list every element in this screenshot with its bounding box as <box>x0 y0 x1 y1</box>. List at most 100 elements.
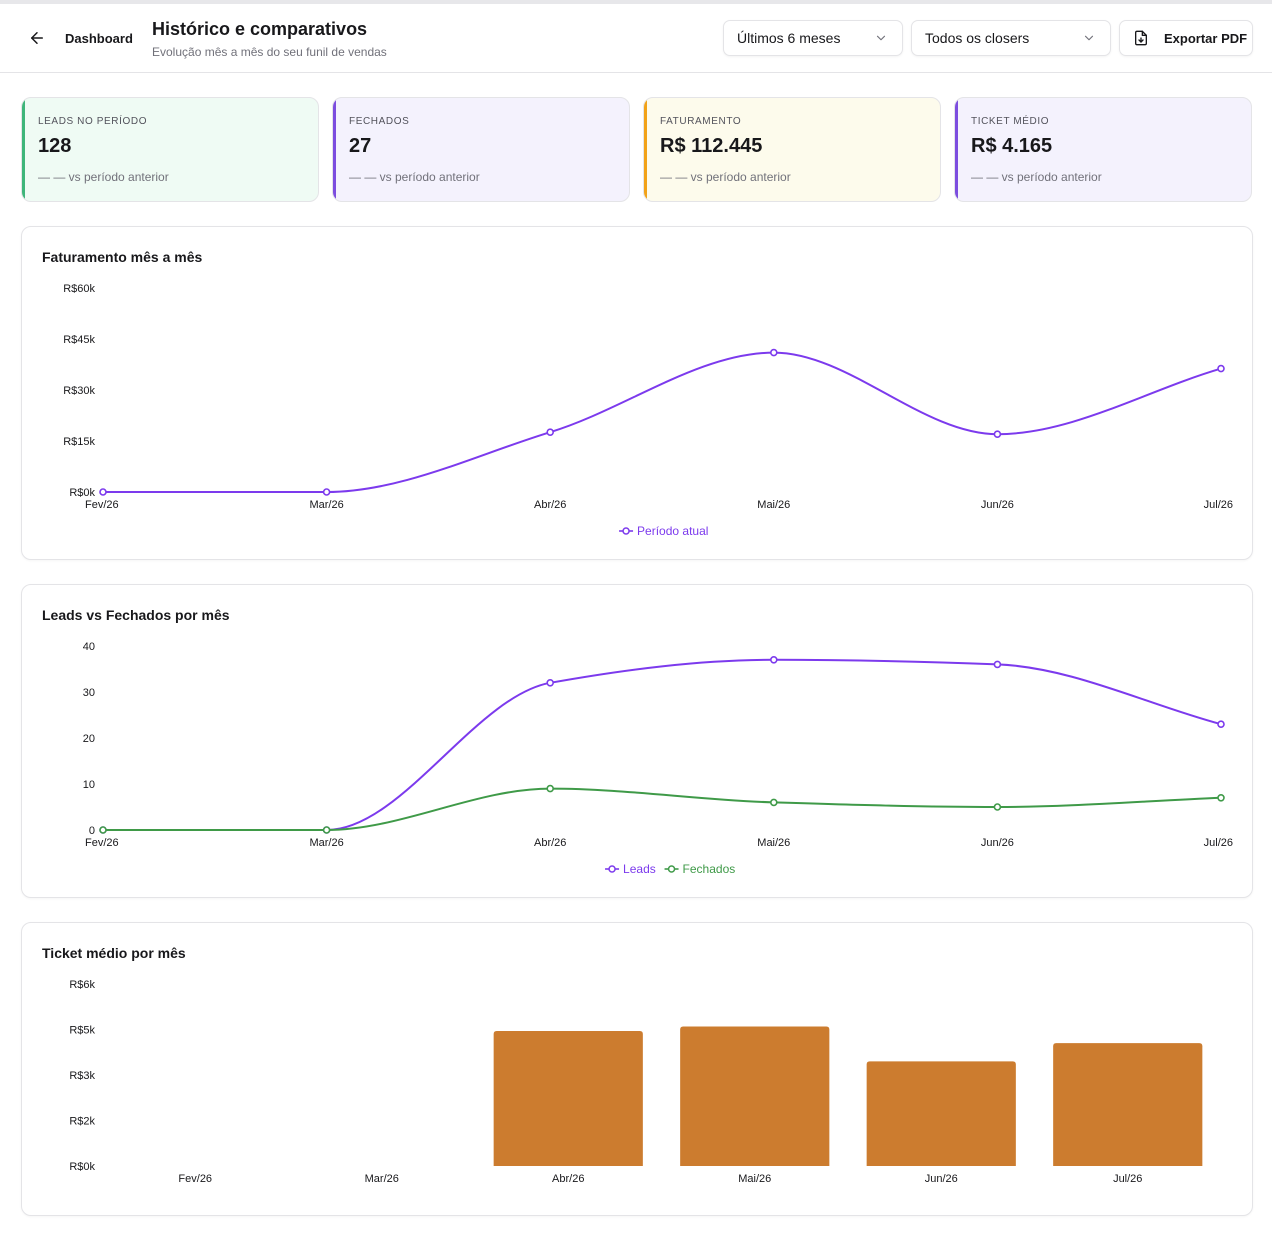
series-line <box>102 351 1222 494</box>
data-point[interactable] <box>1217 364 1225 373</box>
x-tick-label: Abr/26 <box>552 1173 584 1185</box>
y-tick-label: 0 <box>89 825 95 837</box>
kpi-value: R$ 4.165 <box>971 135 1053 157</box>
x-tick-label: Mai/26 <box>757 837 790 849</box>
series-line <box>103 658 1222 831</box>
x-tick-label: Fev/26 <box>178 1173 212 1185</box>
data-point[interactable] <box>769 656 778 664</box>
back-button[interactable]: Dashboard <box>28 26 133 50</box>
x-tick-label: Mar/26 <box>309 499 343 511</box>
bar[interactable] <box>493 1031 643 1166</box>
data-point[interactable] <box>769 348 778 357</box>
kpi-accent-bar <box>333 98 336 201</box>
kpi-label: FECHADOS <box>349 116 410 127</box>
bar[interactable] <box>866 1061 1016 1166</box>
file-download-icon <box>1135 30 1147 46</box>
legend-label: Leads <box>623 862 656 876</box>
kpi-delta: — — vs período anterior <box>660 170 791 184</box>
kpi-value: R$ 112.445 <box>660 135 763 157</box>
y-tick-label: R$5k <box>69 1025 95 1037</box>
data-point[interactable] <box>99 826 107 834</box>
x-tick-label: Mar/26 <box>365 1173 399 1185</box>
y-tick-label: 30 <box>83 687 95 699</box>
kpi-card-leads: LEADS NO PERÍODO 128 — — vs período ante… <box>21 97 319 202</box>
bar[interactable] <box>680 1026 830 1166</box>
kpi-label: TICKET MÉDIO <box>971 116 1050 127</box>
x-tick-label: Fev/26 <box>85 499 119 511</box>
page-title: Histórico e comparativos <box>152 19 368 39</box>
kpi-value: 128 <box>38 135 72 157</box>
data-point[interactable] <box>99 488 107 496</box>
chevron-down-icon <box>1084 35 1094 41</box>
bar[interactable] <box>1053 1043 1203 1166</box>
data-point[interactable] <box>546 428 555 436</box>
kpi-label: FATURAMENTO <box>660 116 742 127</box>
export-pdf-label: Exportar PDF <box>1164 30 1248 46</box>
export-pdf-button[interactable]: Exportar PDF <box>1119 20 1253 56</box>
period-select-value: Últimos 6 meses <box>737 30 841 46</box>
arrow-left-icon <box>31 32 43 44</box>
legend-item[interactable]: Fechados <box>664 862 736 876</box>
y-tick-label: R$6k <box>69 979 95 991</box>
y-tick-label: 20 <box>83 733 95 745</box>
kpi-accent-bar <box>955 98 958 201</box>
chart-title: Leads vs Fechados por mês <box>42 607 230 623</box>
kpi-value: 27 <box>349 135 372 157</box>
kpi-label: LEADS NO PERÍODO <box>38 116 148 127</box>
x-tick-label: Jul/26 <box>1204 499 1233 511</box>
page-subtitle: Evolução mês a mês do seu funil de venda… <box>152 45 387 59</box>
data-point[interactable] <box>546 679 555 687</box>
x-tick-label: Mar/26 <box>309 837 343 849</box>
x-tick-label: Mai/26 <box>738 1173 771 1185</box>
ticket-bar-chart: R$0k R$2k R$3k R$5k R$6k Fev/26 Mar/26 Abr/26 Ma… <box>69 979 1203 1185</box>
x-tick-label: Jun/26 <box>925 1173 958 1185</box>
top-border <box>0 0 1272 4</box>
y-tick-label: R$3k <box>69 1070 95 1082</box>
y-tick-label: R$15k <box>63 436 95 448</box>
x-tick-label: Jul/26 <box>1113 1173 1142 1185</box>
y-tick-label: R$30k <box>63 385 95 397</box>
y-tick-label: R$60k <box>63 283 95 295</box>
x-tick-label: Jun/26 <box>981 499 1014 511</box>
data-point[interactable] <box>546 784 555 793</box>
legend-item[interactable]: Período atual <box>619 524 708 538</box>
closer-select-value: Todos os closers <box>925 30 1030 46</box>
kpi-accent-bar <box>22 98 25 201</box>
chart-card-ticket: R$0k R$2k R$3k R$5k R$6k Fev/26 Mar/26 Abr/26 Ma… <box>21 922 1253 1216</box>
x-tick-label: Jun/26 <box>981 837 1014 849</box>
legend-marker-icon <box>622 527 630 535</box>
legend-item[interactable]: Leads <box>605 862 656 876</box>
period-select[interactable]: Últimos 6 meses <box>723 20 903 56</box>
kpi-accent-bar <box>644 98 647 201</box>
x-tick-label: Fev/26 <box>85 837 119 849</box>
chevron-down-icon <box>876 35 886 41</box>
data-point[interactable] <box>1217 794 1225 802</box>
y-tick-label: 10 <box>83 779 95 791</box>
page-header: Dashboard Histórico e comparativos Evolu… <box>0 4 1272 73</box>
data-point[interactable] <box>993 803 1002 811</box>
kpi-card-ticket-medio: TICKET MÉDIO R$ 4.165 — — vs período ant… <box>954 97 1252 202</box>
kpi-card-fechados: FECHADOS 27 — — vs período anterior <box>332 97 630 202</box>
data-point[interactable] <box>993 660 1002 669</box>
chart-title: Faturamento mês a mês <box>42 249 203 265</box>
series-line <box>103 787 1222 831</box>
kpi-delta: — — vs período anterior <box>38 170 169 184</box>
x-tick-label: Jul/26 <box>1204 837 1233 849</box>
x-tick-label: Abr/26 <box>534 837 566 849</box>
kpi-card-faturamento: FATURAMENTO R$ 112.445 — — vs período an… <box>643 97 941 202</box>
data-point[interactable] <box>993 430 1002 438</box>
leads-fechados-line-chart: 0 10 20 30 40 Fev/26 Mar/26 Abr/26 Mai/26 Jun/26 J… <box>83 641 1233 876</box>
x-tick-label: Mai/26 <box>757 499 790 511</box>
chart-card-leads-fechados: 0 10 20 30 40 Fev/26 Mar/26 Abr/26 Mai/26 Jun/26 J… <box>21 584 1253 898</box>
legend-label: Período atual <box>637 524 708 538</box>
chart-card-faturamento: R$0k R$15k R$30k R$45k R$60k Fev/26 Mar/26 Abr/… <box>21 226 1253 560</box>
y-tick-label: R$2k <box>69 1116 95 1128</box>
data-point[interactable] <box>322 488 331 496</box>
kpi-delta: — — vs período anterior <box>349 170 480 184</box>
data-point[interactable] <box>322 826 331 834</box>
back-label: Dashboard <box>65 30 133 46</box>
closer-select[interactable]: Todos os closers <box>911 20 1111 56</box>
y-tick-label: R$0k <box>69 487 95 499</box>
data-point[interactable] <box>1217 720 1225 728</box>
data-point[interactable] <box>769 798 778 807</box>
